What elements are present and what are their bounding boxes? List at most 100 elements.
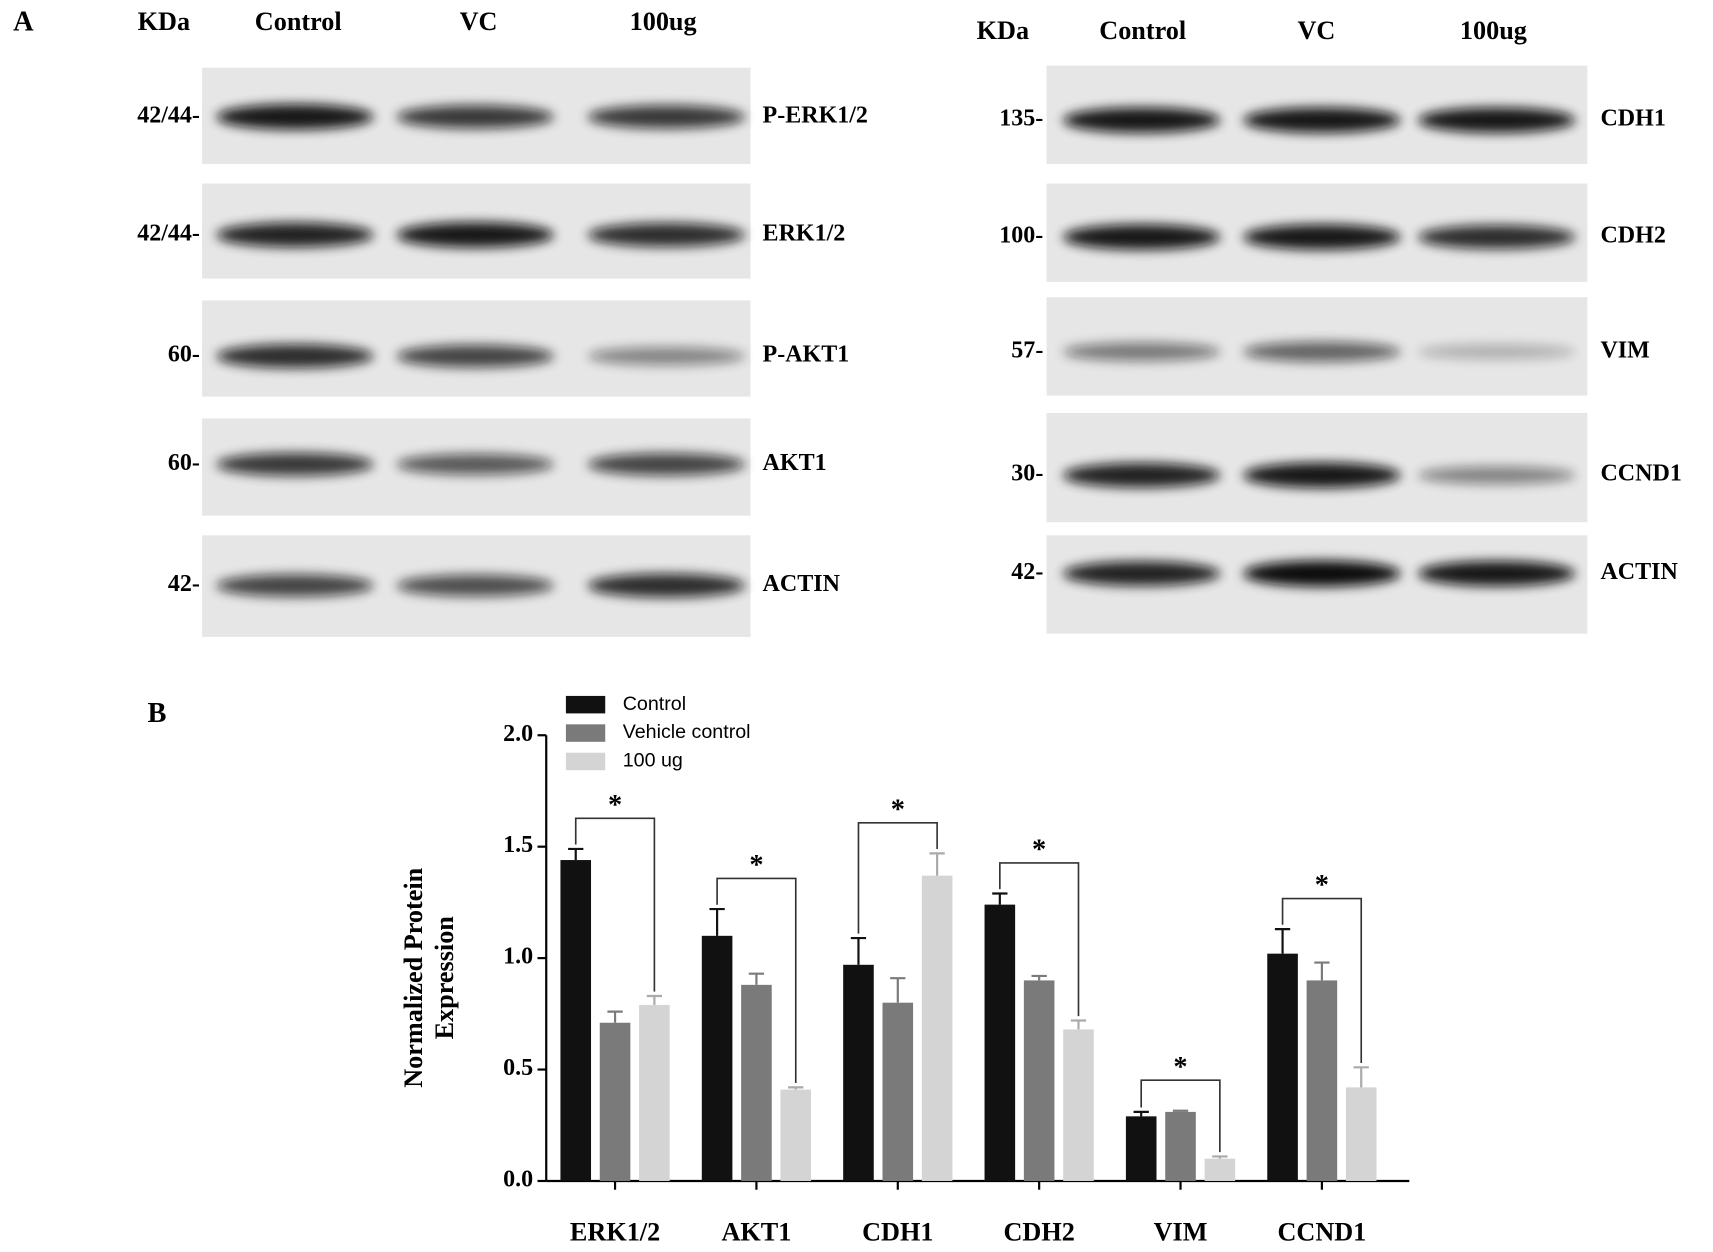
significance-bracket — [1281, 897, 1363, 1063]
band — [216, 222, 374, 248]
protein-label: P-ERK1/2 — [763, 102, 868, 128]
bar — [741, 984, 772, 1181]
marker-label: 42- — [168, 571, 200, 597]
band — [396, 453, 554, 475]
error-bar — [992, 892, 1008, 905]
error-bar — [709, 907, 725, 936]
legend-label: 100 ug — [623, 750, 683, 772]
band — [1062, 107, 1221, 133]
bar — [921, 875, 953, 1181]
protein-label: P-AKT1 — [763, 342, 850, 368]
significance-bracket — [857, 821, 938, 934]
band — [216, 452, 374, 476]
significance-star: * — [1315, 870, 1329, 901]
y-axis-label: Normalized ProteinExpression — [399, 867, 459, 1087]
significance-star: * — [1173, 1052, 1187, 1083]
y-axis-label-line: Expression — [430, 916, 459, 1040]
protein-label: VIM — [1600, 337, 1649, 363]
panel-label: B — [147, 698, 166, 729]
x-tick-label: CDH1 — [862, 1218, 933, 1247]
bar — [1306, 980, 1338, 1181]
bar — [1125, 1116, 1157, 1181]
significance-bracket — [999, 862, 1080, 1017]
y-tick-label: 0.5 — [503, 1055, 533, 1081]
band — [1062, 224, 1221, 250]
marker-label: 42- — [1011, 559, 1043, 585]
error-bar — [1212, 1155, 1228, 1159]
bar — [1063, 1029, 1094, 1181]
protein-label: CDH2 — [1600, 223, 1665, 249]
bar — [599, 1022, 631, 1181]
blot-header: KDa — [138, 7, 190, 36]
y-tick-label: 0.0 — [503, 1166, 533, 1192]
band — [1243, 560, 1401, 587]
significance-star: * — [891, 794, 905, 825]
band — [1418, 466, 1576, 485]
error-bar — [890, 977, 906, 1003]
significance-star: * — [608, 790, 622, 821]
band — [1418, 560, 1576, 587]
legend-label: Control — [623, 693, 686, 715]
lane-label: 100ug — [1460, 16, 1527, 45]
x-tick-label: CCND1 — [1277, 1218, 1366, 1247]
error-bar — [1133, 1110, 1149, 1117]
bar — [639, 1004, 670, 1181]
y-tick-label: 1.5 — [503, 832, 533, 858]
bar — [882, 1002, 914, 1181]
bar — [1267, 953, 1298, 1181]
bar — [560, 860, 592, 1181]
y-tick-label: 2.0 — [503, 721, 533, 747]
band — [1418, 107, 1576, 133]
marker-label: 42/44- — [137, 220, 200, 246]
error-bar — [1172, 1109, 1189, 1112]
band — [1243, 224, 1401, 250]
y-axis-label-line: Normalized Protein — [399, 867, 428, 1087]
marker-label: 60- — [168, 342, 200, 368]
lane-label: Control — [1099, 16, 1186, 45]
legend-swatch — [565, 695, 606, 714]
lane-label: VC — [1298, 16, 1336, 45]
significance-bracket — [574, 817, 656, 992]
significance-bracket — [716, 877, 797, 1084]
band — [1062, 342, 1221, 362]
band — [396, 222, 554, 248]
protein-label: ERK1/2 — [763, 220, 846, 246]
marker-label: 60- — [168, 450, 200, 476]
error-bar — [929, 852, 945, 876]
marker-label: 42/44- — [137, 102, 200, 128]
band — [587, 573, 746, 598]
x-tick-label: CDH2 — [1003, 1218, 1074, 1247]
band — [587, 222, 746, 247]
lane-label: 100ug — [630, 7, 697, 36]
x-tick-label: ERK1/2 — [570, 1218, 660, 1247]
band — [396, 574, 554, 597]
band — [216, 104, 374, 130]
lane-label: Control — [255, 7, 342, 36]
legend-label: Vehicle control — [623, 721, 751, 743]
protein-label: AKT1 — [763, 450, 827, 476]
band — [216, 574, 374, 597]
band — [587, 453, 746, 476]
lane-label: VC — [460, 7, 498, 36]
band — [1243, 107, 1401, 133]
error-bar — [788, 1086, 804, 1090]
band — [216, 344, 374, 369]
error-bar — [1031, 974, 1047, 981]
band — [1418, 225, 1576, 250]
band — [1243, 462, 1401, 488]
error-bar — [1274, 928, 1291, 954]
protein-label: ACTIN — [1600, 559, 1678, 585]
band — [1062, 561, 1221, 586]
bar — [984, 904, 1016, 1181]
marker-label: 30- — [1011, 461, 1043, 487]
band — [587, 347, 746, 366]
band — [1243, 341, 1401, 362]
x-tick-label: AKT1 — [721, 1218, 791, 1247]
panel-label: A — [13, 7, 34, 38]
band — [396, 344, 554, 368]
protein-label: CCND1 — [1600, 461, 1681, 487]
significance-bracket — [1140, 1079, 1221, 1153]
band — [1062, 462, 1221, 488]
significance-star: * — [749, 850, 763, 881]
